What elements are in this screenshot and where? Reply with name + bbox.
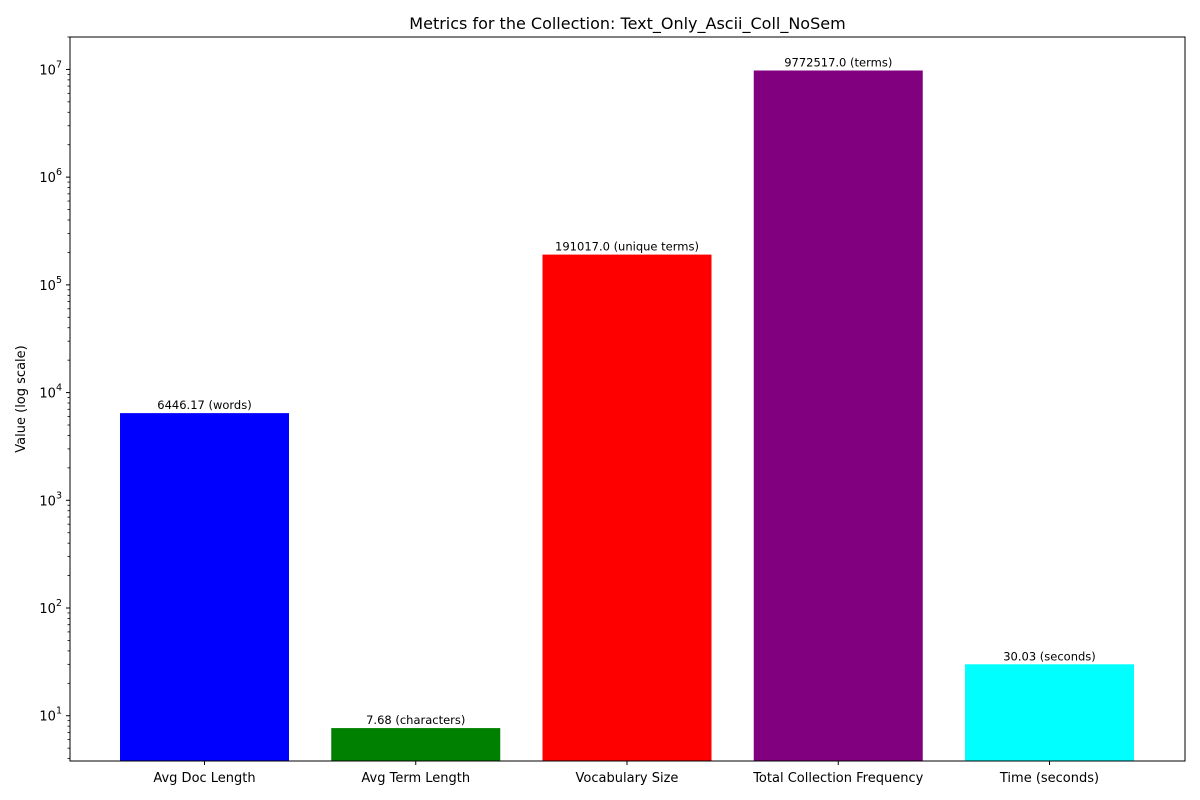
bar bbox=[753, 70, 923, 761]
bar bbox=[965, 664, 1134, 761]
y-tick-base: 10 bbox=[39, 602, 56, 617]
x-tick-label: Total Collection Frequency bbox=[752, 771, 923, 786]
x-tick-label: Vocabulary Size bbox=[576, 771, 679, 786]
bar-value-labels: 6446.17 (words) 7.68 (characters) 191017.0… bbox=[157, 56, 1096, 728]
y-tick-base: 10 bbox=[39, 494, 56, 509]
bar bbox=[120, 413, 289, 761]
y-tick-label: 103 bbox=[39, 490, 62, 509]
y-axis-label: Value (log scale) bbox=[14, 345, 29, 452]
bar-value-label: 30.03 (seconds) bbox=[1003, 649, 1096, 663]
y-tick-exponent: 1 bbox=[56, 706, 62, 717]
y-tick-label: 101 bbox=[39, 706, 62, 725]
y-tick-label: 102 bbox=[39, 598, 62, 617]
y-tick-exponent: 3 bbox=[56, 490, 62, 501]
chart-title: Metrics for the Collection: Text_Only_As… bbox=[409, 14, 845, 34]
bar-value-label: 6446.17 (words) bbox=[157, 398, 251, 412]
y-tick-exponent: 5 bbox=[56, 275, 62, 286]
y-tick-base: 10 bbox=[39, 387, 56, 402]
bar-value-label: 9772517.0 (terms) bbox=[784, 56, 892, 70]
y-tick-label: 107 bbox=[39, 59, 62, 78]
bar bbox=[542, 254, 712, 762]
y-tick-label: 105 bbox=[39, 275, 62, 294]
y-tick-label: 106 bbox=[39, 167, 62, 186]
y-tick-base: 10 bbox=[39, 710, 56, 725]
bar bbox=[331, 728, 501, 761]
y-tick-label: 104 bbox=[39, 383, 62, 402]
x-tick-label: Avg Term Length bbox=[361, 771, 470, 786]
bar-value-label: 191017.0 (unique terms) bbox=[555, 240, 699, 254]
y-tick-base: 10 bbox=[39, 171, 56, 186]
y-tick-exponent: 4 bbox=[56, 383, 62, 394]
y-tick-exponent: 7 bbox=[56, 59, 62, 70]
y-tick-exponent: 6 bbox=[56, 167, 62, 178]
x-tick-label: Time (seconds) bbox=[999, 771, 1099, 786]
bars bbox=[120, 70, 1134, 762]
y-tick-exponent: 2 bbox=[56, 598, 62, 609]
plot-frame bbox=[69, 36, 1186, 762]
x-axis-ticks: Avg Doc Length Avg Term Length Vocabulary … bbox=[153, 761, 1099, 786]
bar-value-label: 7.68 (characters) bbox=[366, 713, 465, 727]
y-tick-base: 10 bbox=[39, 279, 56, 294]
y-tick-base: 10 bbox=[39, 63, 56, 78]
x-tick-label: Avg Doc Length bbox=[153, 771, 255, 786]
